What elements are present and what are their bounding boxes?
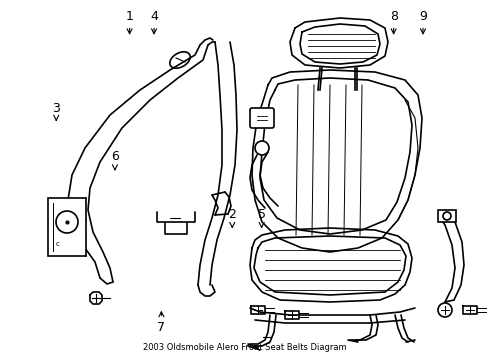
Text: 5: 5 [257,208,265,228]
Text: 9: 9 [418,10,426,34]
FancyBboxPatch shape [437,210,455,222]
Circle shape [254,141,268,155]
Text: 4: 4 [150,10,158,34]
Text: c: c [56,241,60,247]
Text: 8: 8 [389,10,397,34]
Circle shape [56,211,78,233]
Text: 6: 6 [111,150,119,170]
Text: 7: 7 [157,312,165,334]
FancyBboxPatch shape [48,198,86,256]
Text: 2003 Oldsmobile Alero Front Seat Belts Diagram: 2003 Oldsmobile Alero Front Seat Belts D… [142,343,346,352]
Text: 2: 2 [228,208,236,228]
Text: 1: 1 [125,10,133,34]
FancyBboxPatch shape [249,108,273,128]
Circle shape [437,303,451,317]
Text: 3: 3 [52,102,60,121]
Circle shape [442,212,450,220]
